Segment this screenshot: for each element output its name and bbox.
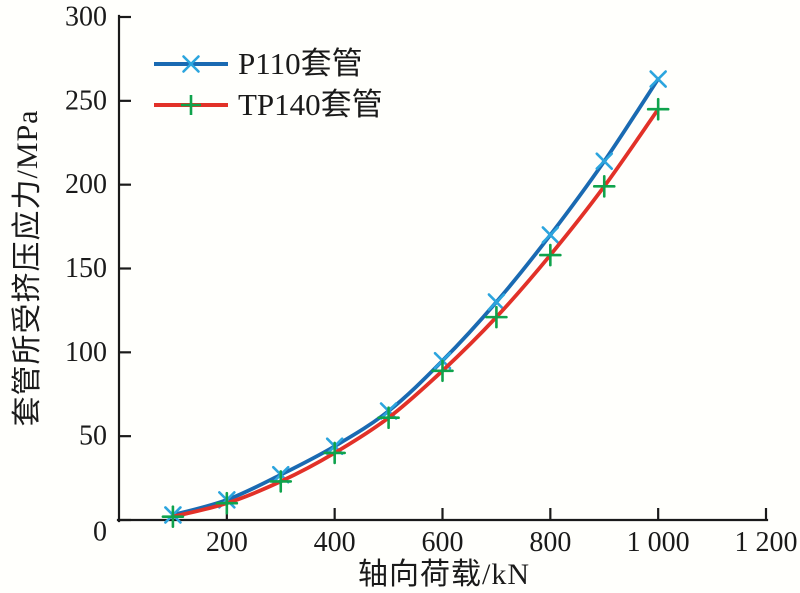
series-p110 bbox=[164, 70, 667, 524]
plus-marker-icon bbox=[539, 243, 562, 267]
plus-marker-icon bbox=[161, 505, 185, 528]
plus-marker-icon bbox=[323, 441, 346, 465]
legend-sample-tp140-line-plus-marker-icon bbox=[154, 94, 228, 115]
x-marker-icon bbox=[595, 152, 614, 170]
legend-label-tp140: TP140套管 bbox=[238, 87, 383, 122]
x-marker-icon bbox=[182, 54, 200, 73]
y-tick-label: 100 bbox=[65, 337, 107, 368]
x-marker-icon bbox=[487, 293, 506, 311]
x-marker-icon bbox=[541, 226, 560, 244]
plus-marker-icon bbox=[269, 470, 293, 493]
y-tick-label: 300 bbox=[65, 2, 107, 33]
y-tick-label: 250 bbox=[65, 85, 107, 116]
plus-marker-icon bbox=[485, 305, 508, 329]
plus-marker-icon bbox=[215, 491, 239, 515]
series-line bbox=[171, 77, 661, 517]
x-tick-label: 400 bbox=[314, 527, 356, 558]
x-tick-label: 600 bbox=[422, 527, 464, 558]
legend-item-p110: P110套管 bbox=[150, 43, 383, 84]
x-tick-labels: 200 400 600 800 1 000 1 200 bbox=[206, 527, 798, 558]
x-tick-label: 1 000 bbox=[627, 527, 690, 558]
plus-marker-icon bbox=[377, 406, 400, 430]
plus-marker-icon bbox=[646, 97, 670, 121]
series-tp140 bbox=[161, 97, 670, 528]
y-tick-label: 0 bbox=[93, 517, 107, 548]
x-marker-icon bbox=[649, 70, 667, 88]
x-tick-label: 800 bbox=[529, 527, 571, 558]
axis-ticks bbox=[119, 15, 768, 522]
x-tick-label: 1 200 bbox=[735, 527, 798, 558]
y-tick-labels: 0 50 100 150 200 250 300 bbox=[65, 2, 107, 548]
y-tick-label: 200 bbox=[65, 169, 107, 200]
x-tick-label: 200 bbox=[206, 527, 248, 558]
y-tick-label: 50 bbox=[79, 421, 107, 452]
plus-marker-icon bbox=[592, 175, 616, 198]
legend-sample-p110-line-x-marker-icon bbox=[154, 54, 228, 73]
legend: P110套管 TP140套管 bbox=[150, 43, 383, 125]
x-axis-title: 轴向荷载/kN bbox=[358, 558, 530, 591]
legend-label-p110: P110套管 bbox=[238, 46, 363, 81]
y-tick-label: 150 bbox=[65, 253, 107, 284]
legend-item-tp140: TP140套管 bbox=[150, 84, 383, 125]
y-axis-title: 套管所受挤压应力/MPa bbox=[11, 109, 44, 427]
series-line bbox=[171, 107, 661, 519]
plus-marker-icon bbox=[431, 359, 454, 383]
